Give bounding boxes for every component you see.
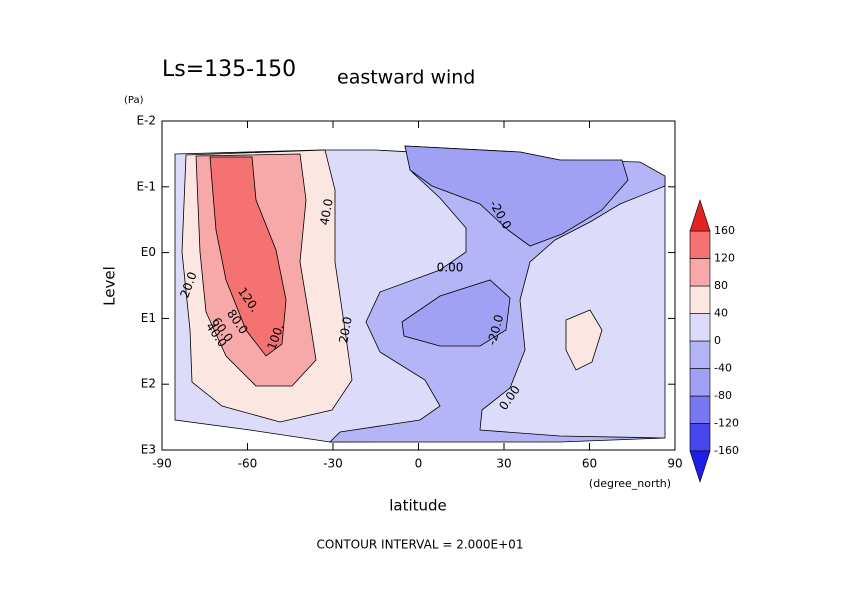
colorbar-band (689, 285, 711, 314)
x-tick-label: 0 (415, 457, 423, 471)
colorbar-band (689, 423, 711, 452)
y-tick-label: E2 (141, 377, 156, 391)
y-tick-label: E1 (141, 311, 156, 325)
colorbar-band (689, 368, 711, 397)
y-tick-label: E-1 (136, 179, 156, 193)
contour-band (401, 279, 511, 347)
colorbar-label: -120 (714, 417, 739, 430)
contour-label: 0.00 (437, 261, 464, 275)
y-axis-label: Level (101, 266, 119, 306)
contour-band (404, 145, 629, 247)
contour-label: 20.0 (336, 316, 354, 345)
colorbar-label: -80 (714, 389, 732, 402)
colorbar-extend-low (689, 450, 711, 483)
y-tick-label: E-2 (136, 114, 156, 128)
colorbar-band (689, 258, 711, 287)
colorbar-band (689, 340, 711, 369)
colorbar-label: 120 (714, 252, 735, 265)
y-tick-label: E3 (141, 443, 156, 457)
colorbar-label: -160 (714, 444, 739, 457)
x-unit: (degree_north) (589, 477, 671, 490)
chart-title: Ls=135-150 (162, 57, 296, 82)
x-axis-label: latitude (389, 497, 447, 515)
colorbar-label: 80 (714, 279, 728, 292)
colorbar-extend-high (689, 199, 711, 232)
x-tick-label: 60 (582, 457, 597, 471)
colorbar-label: 40 (714, 307, 728, 320)
y-unit: (Pa) (124, 95, 144, 106)
contour-band (565, 309, 603, 371)
x-tick-label: -30 (323, 457, 343, 471)
colorbar-label: 160 (714, 224, 735, 237)
colorbar-band (689, 395, 711, 424)
contour-band (209, 156, 287, 357)
colorbar-band (689, 313, 711, 342)
colorbar-label: 0 (714, 334, 721, 347)
x-tick-label: 90 (667, 457, 682, 471)
x-tick-label: -60 (238, 457, 258, 471)
x-tick-label: -90 (152, 457, 172, 471)
chart-subtitle: eastward wind (337, 67, 475, 89)
x-tick-label: 30 (496, 457, 511, 471)
colorbar-band (689, 230, 711, 259)
footnote: CONTOUR INTERVAL = 2.000E+01 (317, 538, 524, 552)
colorbar-label: -40 (714, 362, 732, 375)
contour-label: 40.0 (317, 198, 335, 227)
y-tick-label: E0 (141, 245, 156, 259)
